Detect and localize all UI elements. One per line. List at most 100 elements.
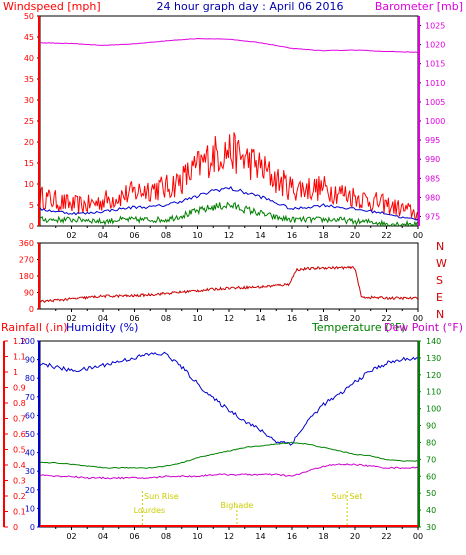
- climate-panel-xtick-label: 14: [255, 532, 265, 541]
- temperature-tick-label: 60: [426, 472, 436, 481]
- rainfall-tick-label: 0.4: [13, 461, 26, 470]
- rainfall-tick-label: 0.5: [13, 446, 26, 455]
- wind-panel-xtick-label: 00: [413, 231, 423, 240]
- direction-panel-xtick-label: 22: [381, 314, 391, 323]
- barometer-tick-label: 1005: [425, 98, 445, 107]
- windspeed-tick-label: 45: [24, 33, 34, 42]
- temperature-axis-label: Temperature (°F): [311, 321, 406, 334]
- rainfall-tick-label: 1: [13, 368, 18, 377]
- temperature-tick-label: 90: [426, 422, 436, 431]
- direction-panel-xtick-label: 16: [287, 314, 297, 323]
- temperature-tick-label: 120: [426, 371, 441, 380]
- wind-panel-xtick-label: 02: [66, 231, 76, 240]
- wind-panel-xtick-label: 22: [381, 231, 391, 240]
- sunset-label: Sun Set: [332, 492, 363, 501]
- barometer-tick-label: 980: [425, 193, 440, 202]
- sunrise-place-label: Lourdes: [134, 506, 166, 515]
- wind-gust-line: [39, 132, 418, 220]
- humidity-tick-label: 40: [25, 449, 35, 458]
- barometer-axis-label: Barometer [mb]: [375, 0, 463, 13]
- temperature-line: [39, 441, 418, 469]
- barometer-tick-label: 1010: [425, 79, 445, 88]
- temperature-tick-label: 30: [426, 523, 436, 532]
- humidity-tick-label: 60: [25, 411, 35, 420]
- dewpoint-axis-label: Dew Point (°F): [384, 321, 463, 334]
- windspeed-tick-label: 25: [24, 117, 34, 126]
- temperature-tick-label: 130: [426, 354, 441, 363]
- barometer-line: [39, 37, 419, 53]
- humidity-tick-label: 90: [25, 356, 35, 365]
- direction-tick-label: 270: [19, 256, 34, 265]
- rainfall-tick-label: 0.3: [13, 477, 26, 486]
- climate-panel-xtick-label: 16: [287, 532, 297, 541]
- windspeed-tick-label: 30: [24, 96, 34, 105]
- wind-panel-xtick-label: 18: [318, 231, 328, 240]
- compass-label: N: [436, 308, 444, 321]
- rainfall-tick-label: 0.1: [13, 508, 26, 517]
- direction-panel-xtick-label: 08: [161, 314, 171, 323]
- direction-tick-label: 0: [29, 305, 34, 314]
- humidity-tick-label: 0: [30, 523, 35, 532]
- direction-panel-xtick-label: 12: [224, 314, 234, 323]
- direction-panel-xtick-label: 20: [350, 314, 360, 323]
- barometer-tick-label: 990: [425, 155, 440, 164]
- direction-panel-xtick-label: 00: [413, 314, 423, 323]
- climate-panel-xtick-label: 22: [381, 532, 391, 541]
- direction-tick-label: 180: [19, 272, 34, 281]
- barometer-tick-label: 1015: [425, 60, 445, 69]
- humidity-tick-label: 50: [25, 430, 35, 439]
- climate-panel-xtick-label: 04: [98, 532, 108, 541]
- humidity-tick-label: 100: [20, 337, 35, 346]
- humidity-line: [39, 351, 418, 446]
- humidity-axis-label: Humidity (%): [66, 321, 138, 334]
- dewpoint-line: [39, 463, 419, 480]
- temperature-tick-label: 80: [426, 438, 436, 447]
- windspeed-tick-label: 40: [24, 54, 34, 63]
- wind-direction-line: [39, 265, 419, 304]
- windspeed-tick-label: 15: [24, 159, 34, 168]
- humidity-tick-label: 70: [25, 393, 35, 402]
- windspeed-tick-label: 35: [24, 75, 34, 84]
- barometer-tick-label: 1000: [425, 117, 445, 126]
- compass-label: E: [436, 291, 443, 304]
- direction-panel-xtick-label: 06: [129, 314, 139, 323]
- barometer-tick-label: 995: [425, 136, 440, 145]
- wind-panel-xtick-label: 04: [98, 231, 108, 240]
- wind-panel-xtick-label: 12: [224, 231, 234, 240]
- rainfall-tick-label: 0.7: [13, 415, 26, 424]
- climate-panel-xtick-label: 18: [318, 532, 328, 541]
- direction-panel-xtick-label: 04: [98, 314, 108, 323]
- climate-panel-xtick-label: 20: [350, 532, 360, 541]
- direction-panel-xtick-label: 02: [66, 314, 76, 323]
- climate-panel-xtick-label: 08: [161, 532, 171, 541]
- humidity-tick-label: 20: [25, 486, 35, 495]
- barometer-tick-label: 1020: [425, 41, 445, 50]
- wind-panel-xtick-label: 10: [192, 231, 202, 240]
- wind-panel-xtick-label: 16: [287, 231, 297, 240]
- rainfall-tick-label: 0.2: [13, 492, 26, 501]
- temperature-tick-label: 50: [426, 489, 436, 498]
- direction-panel-xtick-label: 14: [255, 314, 265, 323]
- windspeed-tick-label: 10: [24, 180, 34, 189]
- wind-low-line: [39, 201, 418, 228]
- rainfall-tick-label: 0.8: [13, 399, 26, 408]
- wind-panel-xtick-label: 20: [350, 231, 360, 240]
- humidity-tick-label: 10: [25, 504, 35, 513]
- rainfall-tick-label: 1.2: [13, 337, 26, 346]
- climate-panel-xtick-label: 06: [129, 532, 139, 541]
- direction-tick-label: 90: [24, 289, 34, 298]
- humidity-tick-label: 80: [25, 374, 35, 383]
- climate-panel-xtick-label: 00: [413, 532, 423, 541]
- compass-label: S: [436, 274, 443, 287]
- noon-place-label: Bighade: [220, 501, 253, 510]
- temperature-tick-label: 40: [426, 506, 436, 515]
- windspeed-tick-label: 0: [29, 222, 34, 231]
- rainfall-tick-label: 0.9: [13, 384, 26, 393]
- rainfall-tick-label: 1.1: [13, 353, 26, 362]
- windspeed-tick-label: 20: [24, 138, 34, 147]
- climate-panel-xtick-label: 12: [224, 532, 234, 541]
- wind-panel-xtick-label: 14: [255, 231, 265, 240]
- direction-panel-xtick-label: 10: [192, 314, 202, 323]
- barometer-tick-label: 1025: [425, 22, 445, 31]
